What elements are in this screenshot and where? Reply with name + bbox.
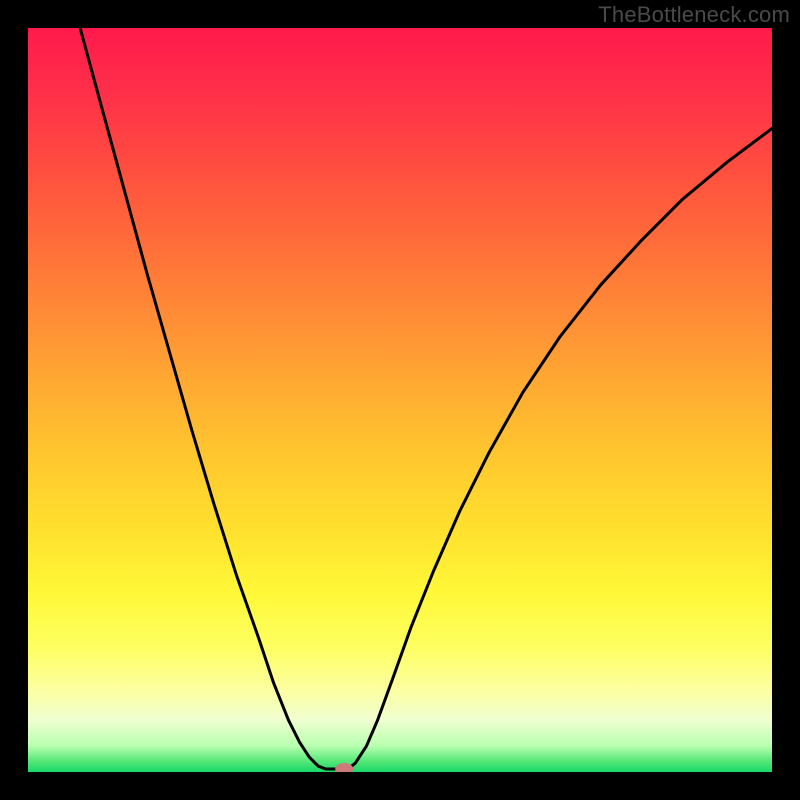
watermark-text: TheBottleneck.com [598, 2, 790, 28]
chart-plot-area [28, 28, 772, 772]
chart-svg [28, 28, 772, 772]
